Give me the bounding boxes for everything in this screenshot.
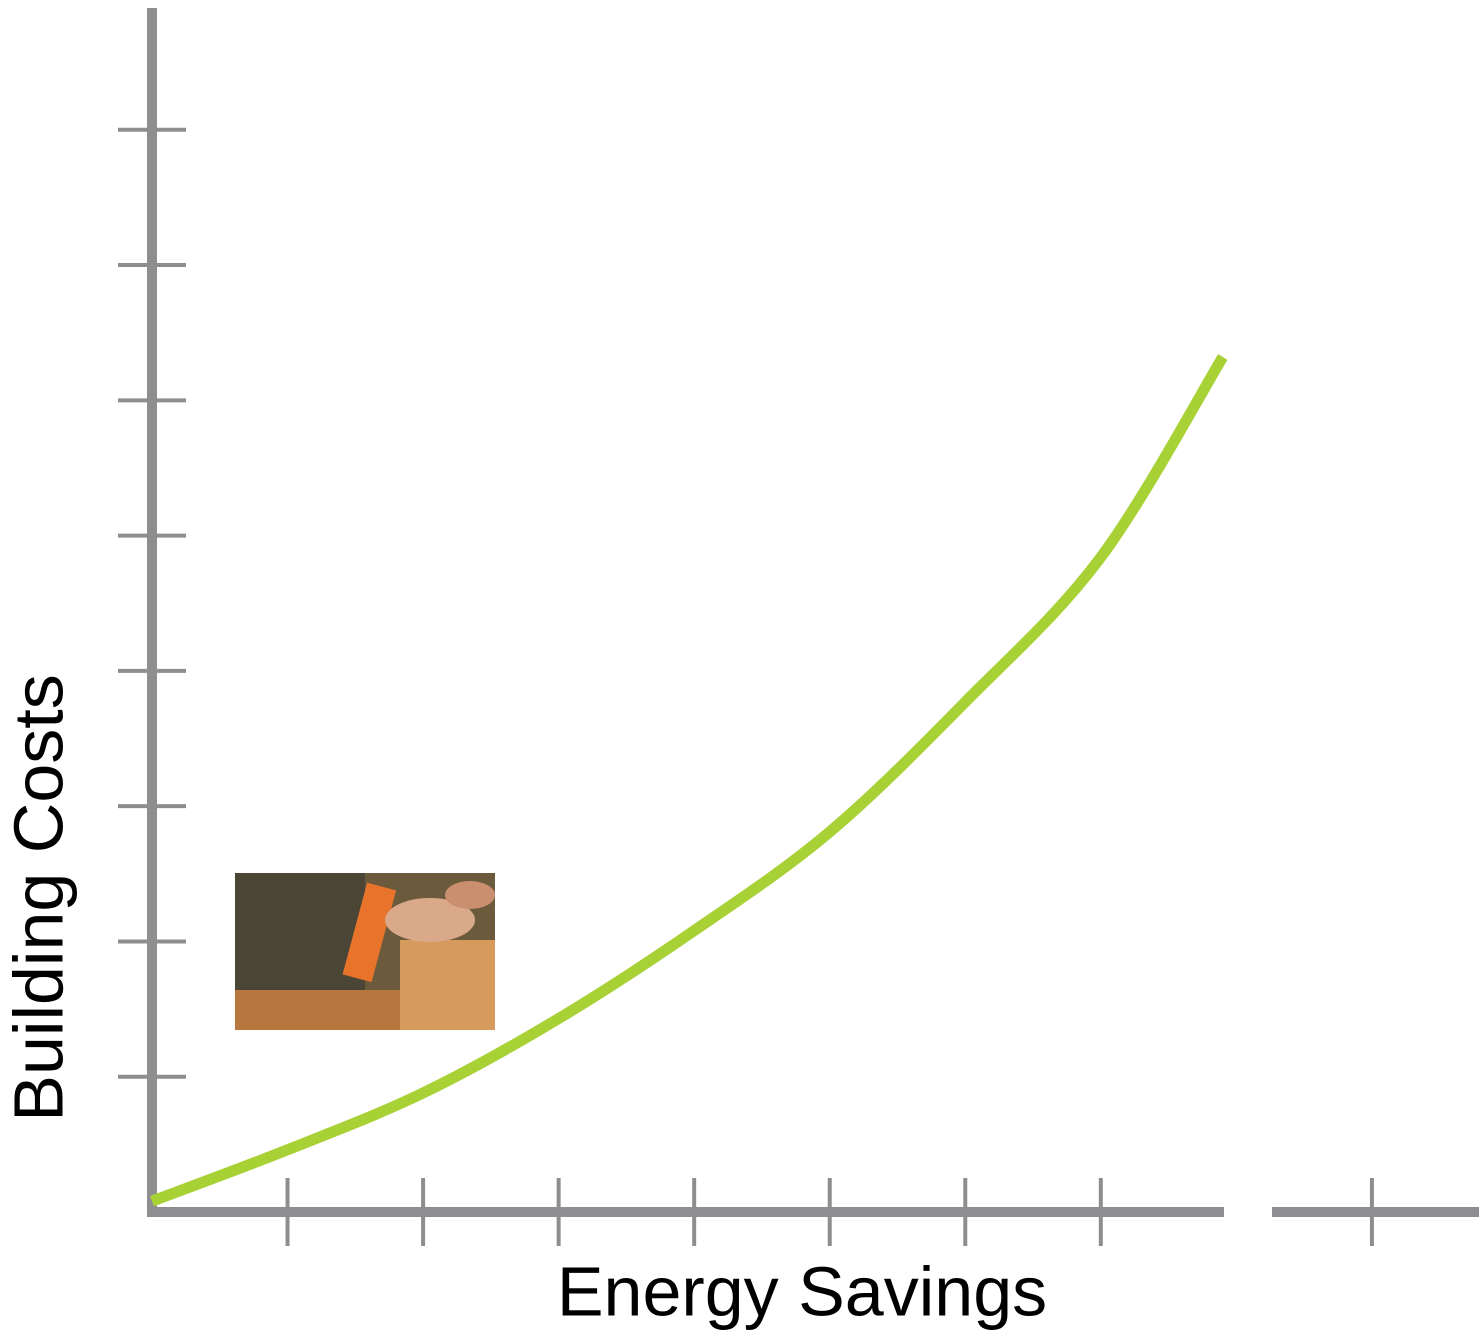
y-axis-label: Building Costs — [0, 674, 77, 1121]
curve — [150, 354, 1228, 1207]
photo — [235, 873, 495, 1030]
x-axis-label: Energy Savings — [557, 1252, 1047, 1330]
